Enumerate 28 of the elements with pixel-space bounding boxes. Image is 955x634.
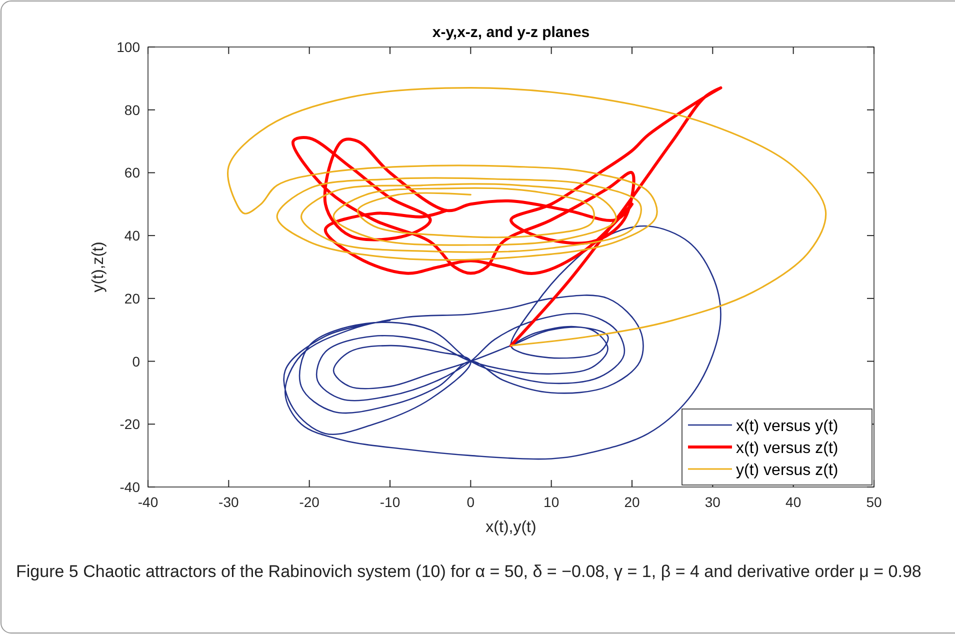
line-series xyxy=(228,87,826,346)
y-tick-label: 20 xyxy=(124,290,140,306)
x-tick-label: -20 xyxy=(299,494,320,510)
legend-label: y(t) versus z(t) xyxy=(736,462,838,479)
x-tick-label: 0 xyxy=(466,494,475,510)
line-series xyxy=(284,225,722,460)
y-tick-label: 0 xyxy=(132,353,140,370)
y-tick-label: 100 xyxy=(116,39,140,55)
caption: Figure 5 Chaotic attractors of the Rabinovich system (10) for α = 50, δ = −0.08, γ = 1, β = 4 and derivative order μ = 0.98 xyxy=(16,561,922,583)
y-tick-label: -40 xyxy=(120,479,140,495)
legend-label: x(t) versus z(t) xyxy=(736,440,838,457)
y-axis-title: y(t),z(t) xyxy=(90,242,107,292)
y-tick-label: -20 xyxy=(120,416,140,432)
x-tick-label: -10 xyxy=(380,494,400,510)
line-series xyxy=(292,86,722,348)
x-tick-label: 30 xyxy=(704,494,721,510)
x-tick-label: 20 xyxy=(624,494,640,510)
x-tick-label: 50 xyxy=(866,494,882,510)
legend-label: x(t) versus y(t) xyxy=(736,418,838,435)
x-tick-label: 40 xyxy=(786,494,802,510)
y-tick-label: 80 xyxy=(124,102,140,118)
x-tick-label: 10 xyxy=(544,494,560,510)
x-tick-label: -40 xyxy=(138,494,158,510)
x-axis-title: x(t),y(t) xyxy=(486,519,536,536)
y-tick-label: 40 xyxy=(124,228,140,244)
x-tick-label: -30 xyxy=(218,494,239,510)
y-tick-label: 60 xyxy=(124,164,140,181)
chart-title: x-y,x-z, and y-z planes xyxy=(432,24,590,41)
